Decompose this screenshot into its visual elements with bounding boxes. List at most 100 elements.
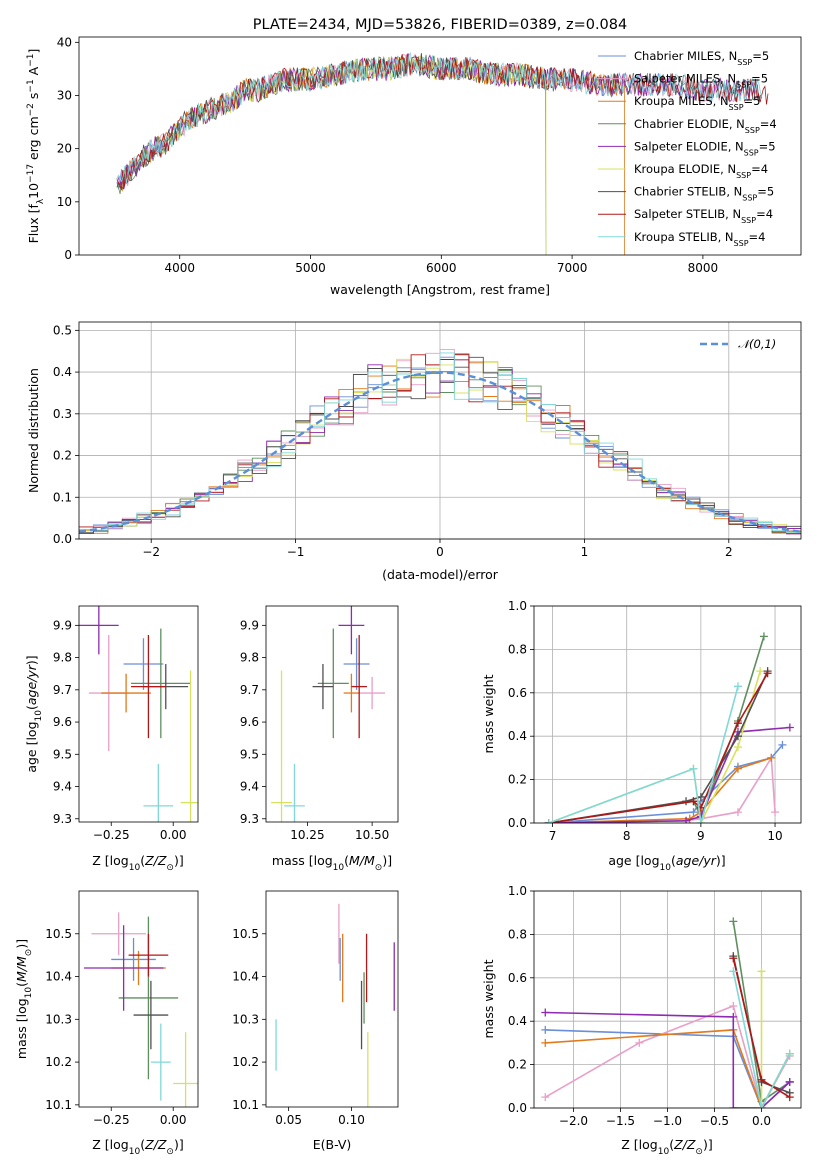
legend-model-name: Chabrier ELODIE, N (634, 117, 745, 131)
legend-model-name: Chabrier STELIB, N (634, 185, 742, 199)
mass_age-ytick-label: 9.4 (240, 780, 259, 794)
sfh_z-point-marker (757, 1075, 766, 1084)
z-mass-ylabel-part: ( (14, 982, 29, 987)
z_age-ytick-label: 9.9 (53, 618, 72, 632)
ebv_mass-ytick-label: 10.4 (232, 970, 259, 984)
legend-sub: SSP (737, 58, 752, 67)
mass_age-xtick-label: 10.25 (290, 828, 324, 842)
residual-histogram-step (79, 356, 801, 534)
z_age-ytick-label: 9.8 (53, 651, 72, 665)
sfh_age-point-marker (733, 719, 742, 728)
sfh_age-ytick-label: 0.8 (508, 642, 527, 656)
sfh_age-xtick-label: 7 (549, 829, 557, 843)
z-mass-ylabel-part: )] (14, 939, 29, 949)
mass_age-axes: 10.25 10.50 9.3 9.4 9.5 9.6 9.7 9.8 9.9 mass [log… (240, 605, 399, 873)
sfh_age-point-marker (763, 669, 772, 678)
mass_age-ytick-label: 9.6 (240, 715, 259, 729)
legend-normal-label: 𝒩(0,1) (738, 337, 776, 351)
sfh-z-xlabel-part: Z [log (621, 1137, 657, 1152)
sfh-z-xlabel-part: 10 (658, 1147, 670, 1157)
legend-sub: SSP (736, 171, 751, 180)
legend-sub: SSP (744, 148, 759, 157)
z_age-panel: −0.25 0.009.39.49.59.69.79.89.9Z [log10(Z… (24, 605, 199, 873)
sfh-age-xlabel-part: )] (716, 853, 726, 868)
sfh_age-point-marker (733, 764, 742, 773)
z-mass-ylabel-part: mass [log (14, 998, 29, 1059)
z-age-xlabel: Z [log10(Z/Z⊙)] (92, 853, 183, 873)
z-mass-xlabel: Z [log10(Z/Z⊙)] (92, 1137, 183, 1157)
z-age-ylabel-part: age [log (24, 721, 39, 772)
ebv_mass-ytick-label: 10.5 (232, 927, 259, 941)
legend-nssp: =5 (744, 94, 761, 108)
mass_age-ytick-label: 9.8 (240, 651, 259, 665)
z_mass-xtick-label: −0.25 (93, 1113, 130, 1127)
mass_age-plot-area (271, 606, 386, 822)
ebv_mass-axes: 0.05 0.10 10.1 10.2 10.3 10.4 10.5 E(B-V) (232, 890, 399, 1152)
sfh_z-point-marker (729, 917, 738, 926)
legend-nssp: =5 (759, 139, 776, 153)
sfh_age-point-marker (689, 764, 698, 773)
sfh_age-ytick-label: 0.2 (508, 773, 527, 787)
sfh_age-point-marker (771, 808, 780, 817)
figure-title: PLATE=2434, MJD=53826, FIBERID=0389, z=0… (253, 17, 627, 33)
z-age-ylabel-part: )] (24, 655, 39, 665)
spectrum-series-line (116, 52, 763, 183)
spectrum-series-line (116, 53, 761, 190)
residuals-ylabel: Normed distribution (26, 368, 41, 493)
sfh_z-axes: −2.0 −1.5 −1.0 −0.5 0.0 0.0 0.2 0.4 0.6 0.8 1.0 Z [… (481, 884, 802, 1157)
sfh_z-xtick-label: 0.0 (752, 1114, 771, 1128)
spectrum-plot-area (116, 52, 769, 255)
spectrum-axes-frame (78, 36, 802, 256)
z_age-ytick-label: 9.5 (53, 747, 72, 761)
residuals-ytick-label: 0.3 (53, 407, 72, 421)
mass-age-xlabel: mass [log10(M/M⊙)] (272, 853, 392, 873)
sfh_z-panel: −2.0 −1.5 −1.0 −0.5 0.0 0.0 0.2 0.4 0.6 0.8 1.0 Z [… (481, 884, 802, 1157)
spectrum-ytick-label: 0 (64, 248, 72, 262)
legend-entry: Kroupa MILES, NSSP=5 (634, 94, 760, 112)
legend-entry: Salpeter ELODIE, NSSP=5 (634, 139, 776, 157)
mass-age-xlabel-part: M/M (349, 853, 375, 868)
sfh_z-xtick-label: −1.0 (653, 1114, 682, 1128)
spectrum-series-line (116, 54, 547, 255)
sfh_z-point-marker (785, 1077, 794, 1086)
legend-entry: Salpeter MILES, NSSP=5 (634, 72, 768, 90)
sfh_z-ytick-label: 0.2 (508, 1058, 527, 1072)
spectrum-ylabel-part: −1 (26, 79, 36, 92)
sfh_age-point-marker (689, 808, 698, 817)
spectrum-panel: 4000 5000 6000 7000 8000 0 10 20 30 40 wavelength … (26, 35, 802, 297)
sfh_age-point-marker (733, 743, 742, 752)
mass-age-xlabel-part: ( (344, 853, 349, 868)
spectrum-series-line (117, 54, 769, 191)
spectrum-ylabel-part: −2 (26, 103, 36, 116)
sfh_z-ytick-label: 1.0 (508, 884, 527, 898)
z-age-xlabel-part: ( (140, 853, 145, 868)
ebv_mass-ytick-label: 10.3 (232, 1012, 259, 1026)
legend-model-name: Salpeter MILES, N (634, 72, 736, 86)
legend-nssp: =5 (757, 185, 774, 199)
ebv_mass-plot-area (275, 903, 395, 1107)
sfh-age-xlabel-part: 10 (660, 863, 672, 873)
sfh_age-series-line (548, 744, 784, 823)
sfh-z-ylabel: mass weight (481, 959, 496, 1038)
z_mass-ytick-label: 10.1 (45, 1098, 72, 1112)
z_age-ytick-label: 9.3 (53, 812, 72, 826)
sfh_z-point-marker (729, 1104, 738, 1108)
legend-nssp: =4 (756, 207, 773, 221)
sfh_age-xtick-label: 8 (623, 829, 631, 843)
mass_age-ytick-label: 9.3 (240, 812, 259, 826)
spectrum-xtick-label: 5000 (295, 261, 326, 275)
sfh_z-ytick-label: 0.6 (508, 971, 527, 985)
sfh_z-ytick-label: 0.8 (508, 927, 527, 941)
spectrum-ylabel-part: s (26, 93, 41, 104)
mass_age-ytick-label: 9.5 (240, 747, 259, 761)
spectrum-ylabel-part: Flux [f (26, 204, 41, 244)
legend-nssp: =4 (751, 162, 768, 176)
legend-entry: Kroupa STELIB, NSSP=4 (634, 230, 765, 248)
legend-entry: Kroupa ELODIE, NSSP=4 (634, 162, 768, 180)
residuals-xtick-label: 2 (725, 545, 733, 559)
legend-entry: Salpeter STELIB, NSSP=4 (634, 207, 773, 225)
spectrum-xtick-label: 7000 (557, 261, 588, 275)
sfh_z-point-marker (785, 1093, 794, 1102)
